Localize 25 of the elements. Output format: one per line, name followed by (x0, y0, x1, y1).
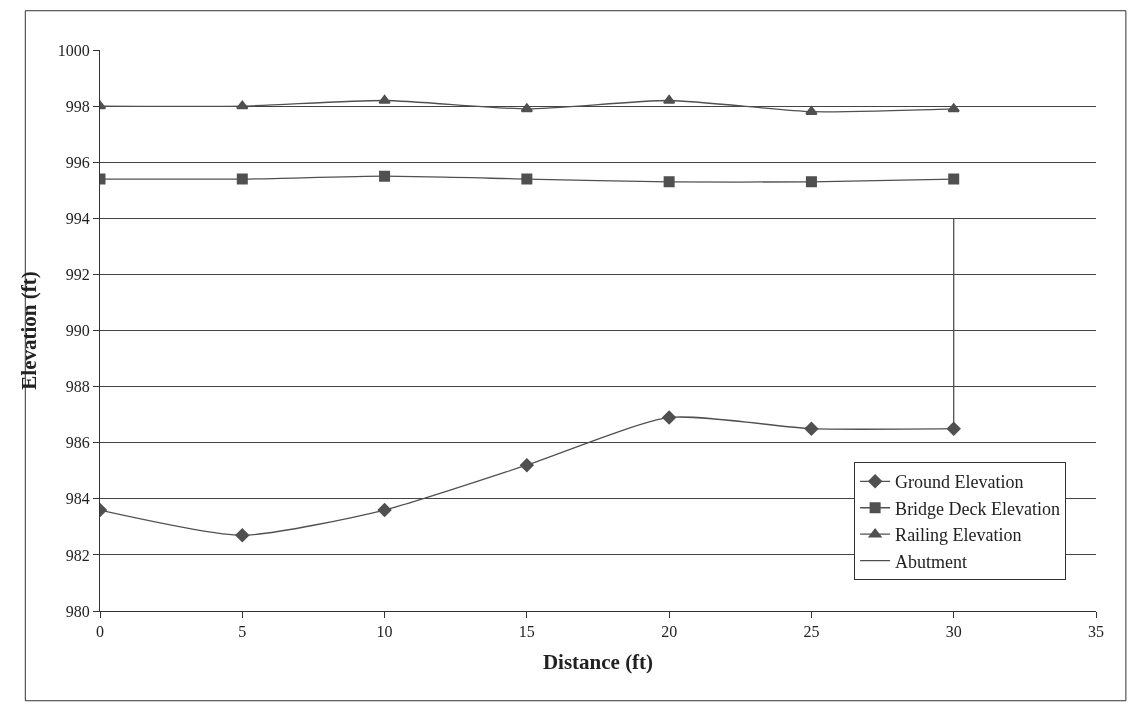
y-tick-label: 1000 (57, 41, 90, 59)
y-tick-label: 992 (65, 266, 90, 283)
y-tick-label: 984 (65, 490, 90, 508)
y-tick-label: 990 (65, 322, 90, 340)
x-tick-label: 25 (803, 623, 820, 641)
y-tick-label: 994 (65, 209, 90, 227)
y-axis-title: Elevation (ft) (16, 271, 41, 390)
x-tick-label: 20 (661, 623, 678, 641)
y-tick-label: 980 (65, 602, 90, 620)
y-tick-label: 986 (65, 434, 90, 452)
x-tick-label: 10 (376, 623, 393, 641)
y-tick-label: 996 (65, 153, 90, 171)
x-tick-label: 0 (96, 623, 104, 641)
legend-label: Bridge Deck Elevation (895, 498, 1061, 519)
x-tick-label: 15 (518, 623, 535, 641)
x-axis-title: Distance (ft) (542, 650, 654, 675)
x-tick-label: 35 (1088, 623, 1104, 641)
legend-label: Abutment (895, 551, 968, 572)
y-tick-label: 998 (65, 97, 90, 115)
x-tick-label: 5 (238, 623, 247, 641)
y-tick-label: 982 (65, 546, 90, 564)
legend-label: Railing Elevation (895, 525, 1022, 546)
y-tick-label: 988 (65, 378, 90, 396)
legend-label: Ground Elevation (895, 472, 1024, 493)
x-tick-label: 30 (945, 623, 962, 641)
